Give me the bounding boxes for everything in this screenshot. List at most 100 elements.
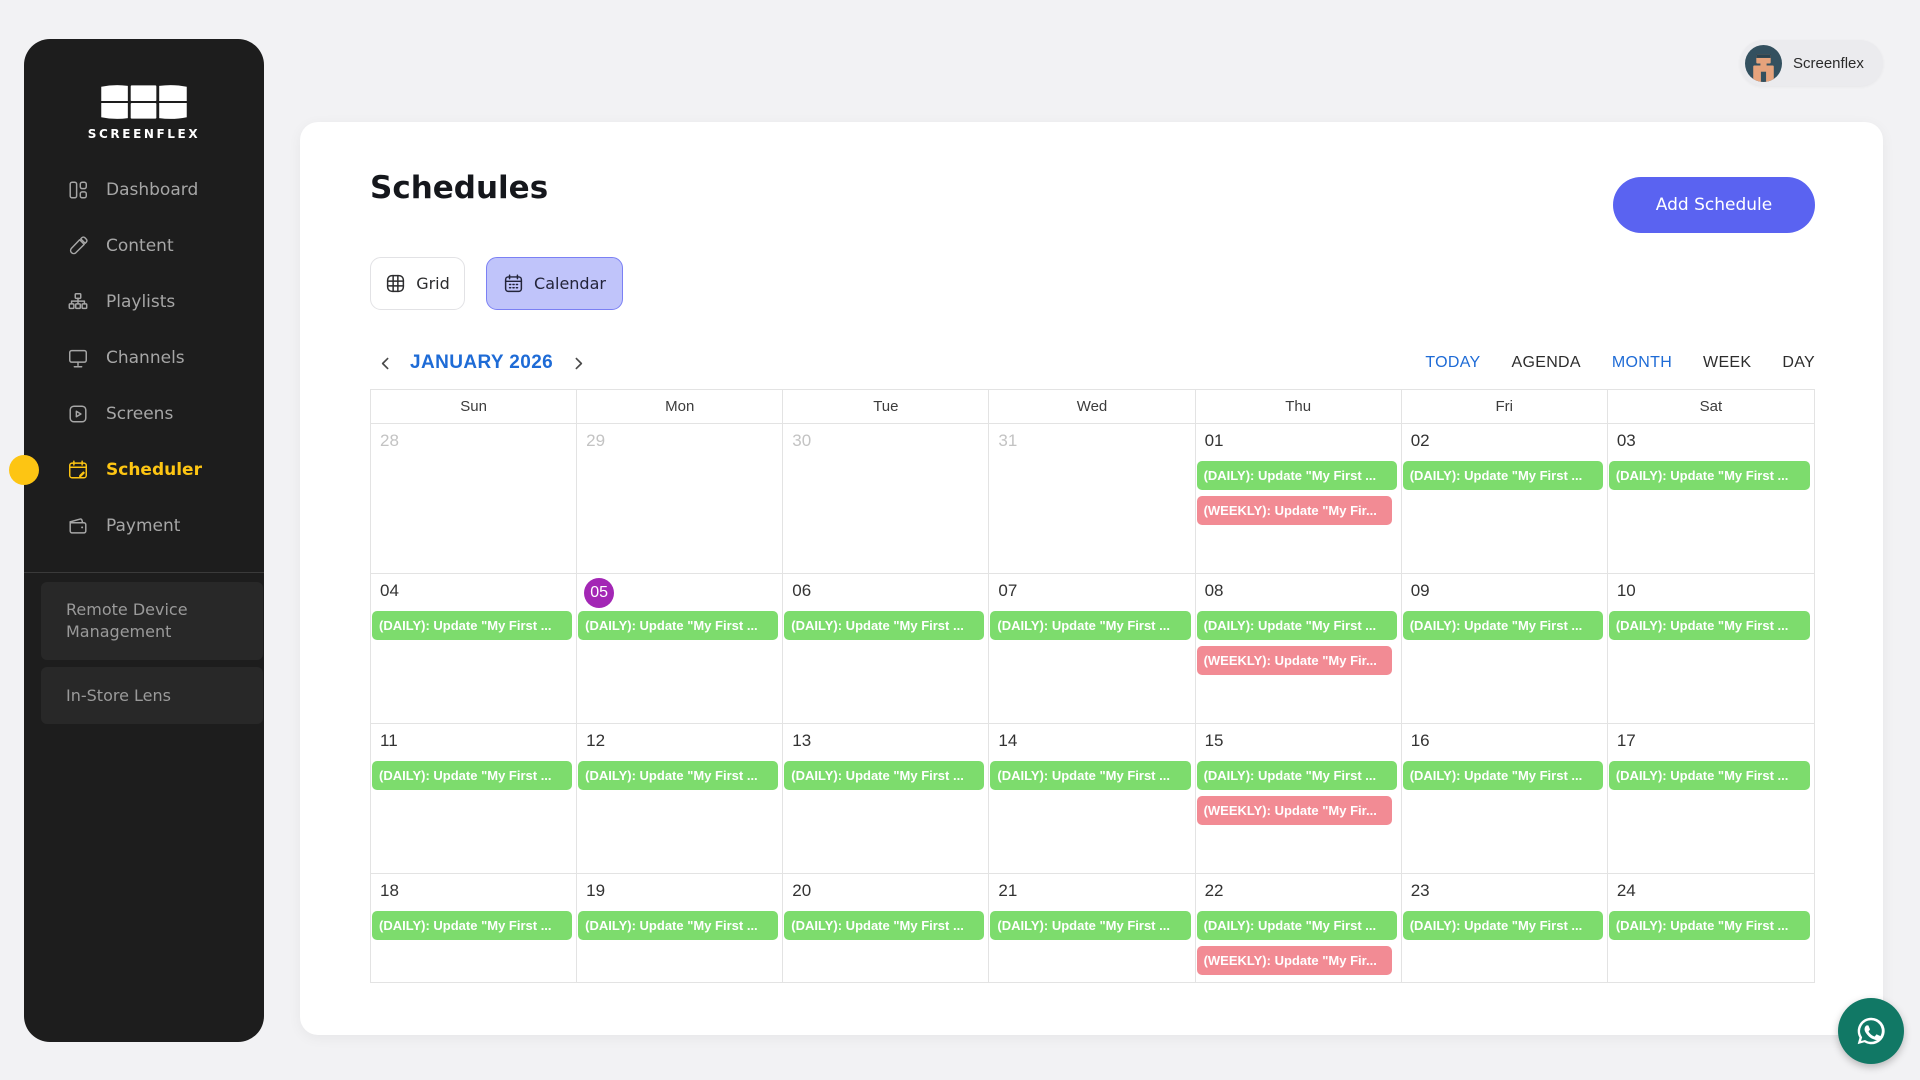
- event-chip-daily[interactable]: (DAILY): Update "My First ...: [1608, 911, 1810, 940]
- sidebar-item-playlists[interactable]: Playlists: [24, 274, 264, 330]
- day-cell-22[interactable]: 22 (DAILY): Update "My First ... (WEEKLY):…: [1196, 874, 1402, 982]
- event-chip-daily[interactable]: (DAILY): Update "My First ...: [1608, 461, 1810, 490]
- calendar-icon: [504, 274, 523, 293]
- day-cell-13[interactable]: 13 (DAILY): Update "My First ...: [783, 724, 990, 874]
- day-cell-15[interactable]: 15 (DAILY): Update "My First ... (WEEKLY):…: [1195, 724, 1402, 874]
- day-cell-17[interactable]: 17 (DAILY): Update "My First ...: [1607, 724, 1814, 874]
- sidebar-divider: [24, 572, 264, 573]
- event-chip-daily[interactable]: (DAILY): Update "My First ...: [1196, 911, 1397, 940]
- sidebar-section-remote-device-management[interactable]: Remote Device Management: [41, 582, 263, 660]
- calendar-toolbar: JANUARY 2026 TODAY AGENDA MONTH WEEK DAY: [370, 344, 1815, 382]
- event-chip-list: (DAILY): Update "My First ...: [371, 761, 576, 790]
- add-schedule-button[interactable]: Add Schedule: [1613, 177, 1815, 233]
- calendar-view-day[interactable]: DAY: [1782, 354, 1815, 371]
- sidebar-item-scheduler[interactable]: Scheduler: [9, 442, 264, 498]
- day-cell-03[interactable]: 03 (DAILY): Update "My First ...: [1607, 424, 1814, 574]
- event-chip-daily[interactable]: (DAILY): Update "My First ...: [1402, 761, 1603, 790]
- day-cell-01[interactable]: 01 (DAILY): Update "My First ... (WEEKLY):…: [1195, 424, 1402, 574]
- event-chip-list: (DAILY): Update "My First ...: [1402, 611, 1607, 640]
- day-cell-09[interactable]: 09 (DAILY): Update "My First ...: [1401, 574, 1608, 724]
- day-cell-11[interactable]: 11 (DAILY): Update "My First ...: [371, 724, 578, 874]
- event-chip-list: (DAILY): Update "My First ... (WEEKLY): U…: [1196, 461, 1401, 525]
- calendar-view-month[interactable]: MONTH: [1611, 354, 1673, 371]
- day-cell-16[interactable]: 16 (DAILY): Update "My First ...: [1401, 724, 1608, 874]
- sidebar-section-label: In-Store Lens: [66, 685, 171, 705]
- whatsapp-support-button[interactable]: [1838, 998, 1904, 1064]
- day-cell-14[interactable]: 14 (DAILY): Update "My First ...: [989, 724, 1196, 874]
- date-number: 30: [792, 431, 812, 450]
- day-cell-19[interactable]: 19 (DAILY): Update "My First ...: [577, 874, 784, 982]
- event-chip-list: (DAILY): Update "My First ...: [371, 611, 576, 640]
- calendar-view-week[interactable]: WEEK: [1703, 354, 1752, 371]
- event-chip-daily[interactable]: (DAILY): Update "My First ...: [1402, 911, 1603, 940]
- next-month-button[interactable]: [563, 348, 593, 378]
- day-cell-20[interactable]: 20 (DAILY): Update "My First ...: [783, 874, 990, 982]
- day-cell-12[interactable]: 12 (DAILY): Update "My First ...: [577, 724, 784, 874]
- event-chip-daily[interactable]: (DAILY): Update "My First ...: [990, 611, 1191, 640]
- date-number: 08: [1204, 581, 1224, 600]
- sidebar-item-channels[interactable]: Channels: [24, 330, 264, 386]
- day-cell-08[interactable]: 08 (DAILY): Update "My First ... (WEEKLY):…: [1195, 574, 1402, 724]
- calendar-view-button[interactable]: Calendar: [486, 257, 623, 310]
- sidebar: SCREENFLEX Dashboard Content Playlists Chan…: [9, 39, 264, 1042]
- day-cell-21[interactable]: 21 (DAILY): Update "My First ...: [989, 874, 1196, 982]
- day-cell-10[interactable]: 10 (DAILY): Update "My First ...: [1607, 574, 1814, 724]
- day-cell-07[interactable]: 07 (DAILY): Update "My First ...: [989, 574, 1196, 724]
- grid-view-button[interactable]: Grid: [370, 257, 465, 310]
- sidebar-item-content[interactable]: Content: [24, 218, 264, 274]
- event-chip-daily[interactable]: (DAILY): Update "My First ...: [784, 911, 985, 940]
- day-cell-24[interactable]: 24 (DAILY): Update "My First ...: [1608, 874, 1814, 982]
- event-chip-daily[interactable]: (DAILY): Update "My First ...: [372, 761, 573, 790]
- calendar-view-agenda[interactable]: AGENDA: [1511, 354, 1581, 371]
- event-chip-weekly[interactable]: (WEEKLY): Update "My Fir...: [1196, 796, 1392, 825]
- prev-month-button[interactable]: [370, 348, 400, 378]
- day-cell-18[interactable]: 18 (DAILY): Update "My First ...: [371, 874, 578, 982]
- date-number: 22: [1204, 881, 1224, 900]
- event-chip-daily[interactable]: (DAILY): Update "My First ...: [578, 611, 779, 640]
- sidebar-section-in-store-lens[interactable]: In-Store Lens: [41, 667, 263, 724]
- event-chip-daily[interactable]: (DAILY): Update "My First ...: [990, 911, 1191, 940]
- sidebar-item-payment[interactable]: Payment: [24, 498, 264, 554]
- day-cell-02[interactable]: 02 (DAILY): Update "My First ...: [1401, 424, 1608, 574]
- day-cell-06[interactable]: 06 (DAILY): Update "My First ...: [783, 574, 990, 724]
- day-cell-30[interactable]: 30: [783, 424, 990, 574]
- event-chip-daily[interactable]: (DAILY): Update "My First ...: [1196, 761, 1397, 790]
- event-chip-daily[interactable]: (DAILY): Update "My First ...: [1196, 611, 1397, 640]
- event-chip-daily[interactable]: (DAILY): Update "My First ...: [1402, 461, 1603, 490]
- sidebar-item-dashboard[interactable]: Dashboard: [24, 162, 264, 218]
- event-chip-daily[interactable]: (DAILY): Update "My First ...: [1402, 611, 1603, 640]
- event-chip-daily[interactable]: (DAILY): Update "My First ...: [372, 611, 573, 640]
- event-chip-list: (DAILY): Update "My First ...: [577, 911, 782, 940]
- date-number: 09: [1410, 581, 1430, 600]
- event-chip-list: (DAILY): Update "My First ... (WEEKLY): U…: [1196, 611, 1401, 675]
- event-chip-daily[interactable]: (DAILY): Update "My First ...: [578, 761, 779, 790]
- day-cell-29[interactable]: 29: [577, 424, 784, 574]
- event-chip-daily[interactable]: (DAILY): Update "My First ...: [1608, 761, 1810, 790]
- sidebar-item-screens[interactable]: Screens: [24, 386, 264, 442]
- event-chip-daily[interactable]: (DAILY): Update "My First ...: [372, 911, 573, 940]
- event-chip-daily[interactable]: (DAILY): Update "My First ...: [1196, 461, 1397, 490]
- event-chip-daily[interactable]: (DAILY): Update "My First ...: [990, 761, 1191, 790]
- day-cell-05[interactable]: 05 (DAILY): Update "My First ...: [577, 574, 784, 724]
- day-cell-04[interactable]: 04 (DAILY): Update "My First ...: [371, 574, 578, 724]
- event-chip-daily[interactable]: (DAILY): Update "My First ...: [784, 611, 985, 640]
- event-chip-daily[interactable]: (DAILY): Update "My First ...: [784, 761, 985, 790]
- event-chip-daily[interactable]: (DAILY): Update "My First ...: [1608, 611, 1810, 640]
- date-number: 03: [1616, 431, 1636, 450]
- calendar-view-today[interactable]: TODAY: [1425, 354, 1481, 371]
- event-chip-daily[interactable]: (DAILY): Update "My First ...: [578, 911, 779, 940]
- date-number: 29: [586, 431, 606, 450]
- calendar-week-row: 18 (DAILY): Update "My First ... 19 (DAILY)…: [371, 874, 1814, 982]
- day-cell-28[interactable]: 28: [371, 424, 578, 574]
- event-chip-list: (DAILY): Update "My First ... (WEEKLY): U…: [1196, 761, 1401, 825]
- event-chip-weekly[interactable]: (WEEKLY): Update "My Fir...: [1196, 946, 1392, 975]
- date-number: 04: [380, 581, 399, 600]
- day-cell-23[interactable]: 23 (DAILY): Update "My First ...: [1402, 874, 1608, 982]
- day-cell-31[interactable]: 31: [989, 424, 1196, 574]
- user-menu[interactable]: Screenflex: [1740, 40, 1883, 86]
- date-number: 01: [1204, 431, 1224, 450]
- event-chip-weekly[interactable]: (WEEKLY): Update "My Fir...: [1196, 646, 1392, 675]
- event-chip-weekly[interactable]: (WEEKLY): Update "My Fir...: [1196, 496, 1392, 525]
- month-label[interactable]: JANUARY 2026: [410, 352, 554, 373]
- sidebar-section-label: Remote Device Management: [66, 600, 188, 641]
